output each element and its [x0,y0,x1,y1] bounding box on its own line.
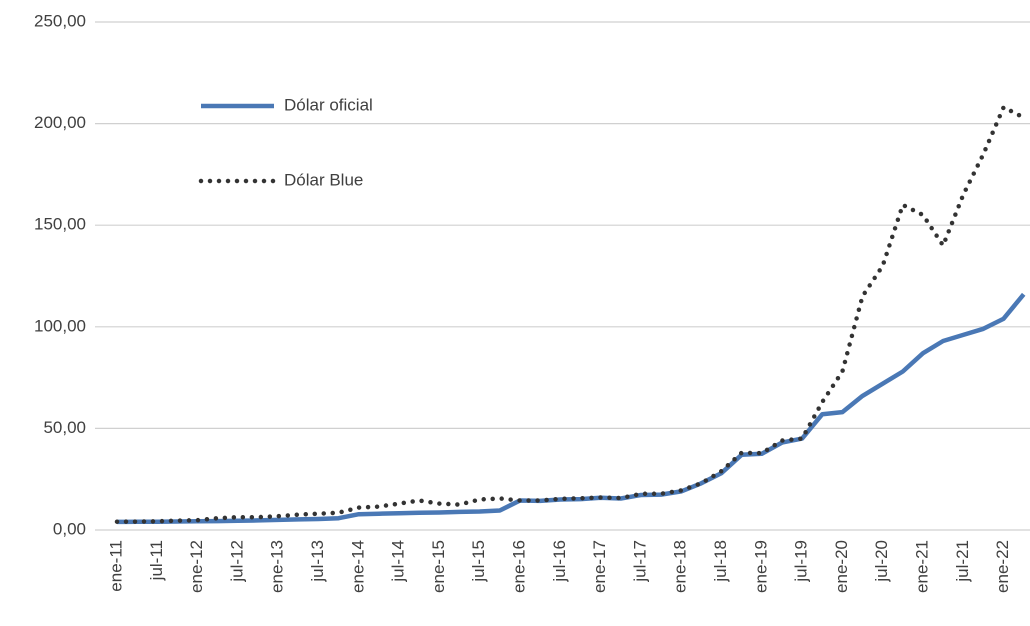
x-tick-label: jul-20 [872,540,891,583]
y-tick-label: 50,00 [43,418,86,437]
legend-label: Dólar oficial [284,95,373,114]
x-tick-label: jul-21 [953,540,972,583]
y-tick-label: 200,00 [34,113,86,132]
x-tick-label: ene-19 [751,540,770,593]
x-tick-label: ene-18 [671,540,690,593]
x-tick-label: ene-16 [509,540,528,593]
x-tick-label: jul-11 [147,540,166,581]
x-tick-label: jul-14 [389,540,408,583]
x-tick-label: ene-22 [993,540,1012,593]
y-tick-label: 0,00 [53,519,86,538]
x-tick-label: ene-13 [268,540,287,593]
series-line [116,292,1026,525]
x-tick-label: jul-15 [469,540,488,583]
series-line [114,104,1026,524]
y-tick-label: 100,00 [34,316,86,335]
x-tick-label: jul-18 [711,540,730,583]
y-tick-label: 150,00 [34,215,86,234]
x-tick-label: jul-13 [308,540,327,583]
x-tick-label: jul-16 [550,540,569,583]
y-tick-label: 250,00 [34,11,86,30]
legend-label: Dólar Blue [284,170,363,189]
x-tick-label: ene-20 [832,540,851,593]
x-tick-label: jul-17 [630,540,649,583]
x-tick-label: ene-21 [912,540,931,593]
x-tick-label: jul-19 [792,540,811,583]
x-tick-label: ene-15 [429,540,448,593]
x-tick-label: ene-17 [590,540,609,593]
x-tick-label: ene-11 [106,540,125,592]
x-tick-label: ene-12 [187,540,206,593]
x-tick-label: jul-12 [227,540,246,583]
x-tick-label: ene-14 [348,540,367,593]
